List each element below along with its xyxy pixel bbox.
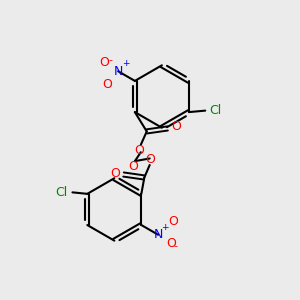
Text: N: N bbox=[113, 65, 123, 78]
Text: O: O bbox=[168, 215, 178, 228]
Text: N: N bbox=[153, 228, 163, 241]
Text: O: O bbox=[146, 154, 155, 166]
Text: +: + bbox=[161, 223, 169, 232]
Text: +: + bbox=[122, 59, 129, 68]
Text: O: O bbox=[102, 78, 112, 91]
Text: O: O bbox=[166, 237, 176, 250]
Text: O: O bbox=[99, 56, 109, 69]
Text: Cl: Cl bbox=[56, 186, 68, 199]
Text: O: O bbox=[134, 144, 144, 157]
Text: Cl: Cl bbox=[210, 104, 222, 117]
Text: O: O bbox=[171, 121, 181, 134]
Text: O: O bbox=[110, 167, 120, 179]
Text: -: - bbox=[108, 55, 112, 65]
Text: O: O bbox=[128, 160, 138, 173]
Text: -: - bbox=[174, 241, 178, 251]
